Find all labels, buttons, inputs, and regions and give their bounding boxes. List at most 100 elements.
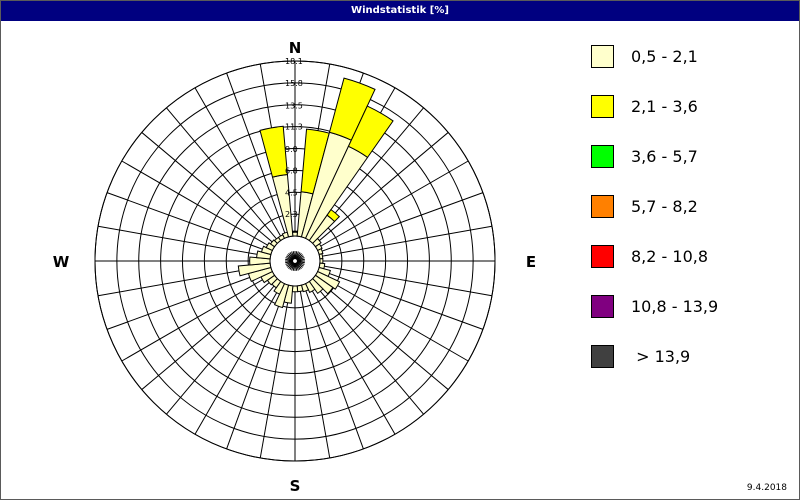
legend-swatch — [591, 95, 614, 118]
wind-sector-bar — [311, 237, 322, 248]
calm-spoke — [285, 258, 294, 262]
legend-swatch — [591, 295, 614, 318]
wind-sector-bar — [319, 258, 324, 264]
date-stamp: 9.4.2018 — [746, 483, 787, 493]
legend-swatch — [591, 195, 614, 218]
wind-sector-bar — [269, 239, 279, 248]
grid-spoke — [226, 72, 287, 238]
grid-spoke — [106, 192, 272, 253]
calm-spoke — [294, 251, 298, 260]
grid-spoke — [316, 273, 469, 362]
calm-spoke — [285, 257, 294, 261]
wind-sector-bar — [316, 248, 324, 256]
wind-sector-bar — [273, 282, 290, 309]
radius-tick-label: 4.5 — [285, 188, 298, 197]
wind-sector-bar — [259, 125, 288, 178]
calm-spoke — [296, 261, 303, 268]
grid-spoke — [166, 279, 280, 415]
wind-sector-bar — [300, 282, 310, 293]
grid-spoke — [97, 225, 271, 258]
wind-sector-bar — [260, 245, 274, 256]
wind-sector-bar — [314, 270, 341, 290]
wind-sector-bar — [318, 253, 324, 260]
grid-spoke — [319, 225, 493, 258]
calm-spoke — [294, 262, 298, 271]
calm-spoke — [289, 262, 295, 270]
grid-spoke — [121, 160, 274, 249]
wind-sector-bar — [265, 242, 276, 252]
calm-spoke — [292, 251, 296, 260]
grid-spoke — [316, 160, 469, 249]
window-title: Windstatistik [%] — [1, 1, 799, 21]
wind-sector-bar — [347, 105, 394, 159]
calm-spoke — [292, 262, 296, 271]
grid-spoke — [141, 276, 277, 390]
calm-spoke — [295, 252, 301, 260]
calm-spoke — [288, 253, 295, 260]
calm-spoke — [295, 251, 299, 260]
grid-spoke — [298, 285, 331, 459]
legend-label: 8,2 - 10,8 — [631, 247, 709, 266]
wind-sector-bar — [328, 77, 376, 141]
wind-sector-bar — [237, 262, 272, 277]
calm-spoke — [287, 254, 294, 261]
radius-tick-label: 9.0 — [285, 145, 298, 154]
radius-tick-label: 13.5 — [285, 101, 303, 110]
wind-rose: 2.3 4.5 6.8 9.0 11.3 13.5 15.8 18.1N E S W — [53, 39, 536, 495]
legend-label: 10,8 - 13,9 — [631, 297, 719, 316]
calm-spoke — [295, 253, 302, 260]
wind-sector-bar — [311, 274, 334, 295]
grid-spoke — [307, 282, 396, 435]
direction-label-w: W — [53, 253, 70, 271]
grid-spoke — [226, 284, 287, 450]
legend-label: 5,7 - 8,2 — [631, 197, 698, 216]
calm-spoke — [285, 260, 294, 264]
radius-tick-label: 15.8 — [285, 79, 303, 88]
calm-spoke — [295, 262, 302, 269]
calm-spoke — [296, 255, 304, 261]
calm-spoke — [295, 262, 299, 271]
grid-spoke — [141, 132, 277, 246]
calm-spoke — [287, 261, 294, 268]
wind-sector-bar — [308, 277, 324, 295]
legend-swatch — [591, 345, 614, 368]
calm-spoke — [296, 261, 304, 267]
direction-label-s: S — [290, 477, 301, 495]
legend-label: 2,1 - 3,6 — [631, 97, 698, 116]
calm-spoke — [296, 258, 305, 262]
calm-spoke — [286, 255, 294, 261]
legend-label: 3,6 - 5,7 — [631, 147, 698, 166]
radius-tick-label: 2.3 — [285, 210, 298, 219]
grid-spoke — [318, 269, 484, 330]
calm-spoke — [286, 261, 294, 267]
legend-swatch — [591, 245, 614, 268]
wind-sector-bar — [291, 230, 299, 233]
grid-spoke — [121, 273, 274, 362]
calm-spoke — [288, 262, 295, 269]
wind-sector-bar — [273, 280, 286, 295]
calm-spoke — [295, 262, 301, 270]
calm-spoke — [289, 252, 295, 260]
grid-spoke — [106, 269, 272, 330]
calm-spoke — [296, 260, 305, 264]
grid-spoke — [303, 284, 364, 450]
grid-spoke — [313, 132, 449, 246]
legend-swatch — [591, 145, 614, 168]
wind-sector-bar — [326, 208, 341, 223]
calm-spoke — [296, 257, 305, 261]
legend-label: 0,5 - 2,1 — [631, 47, 698, 66]
grid-spoke — [166, 107, 280, 243]
grid-spoke — [319, 264, 493, 297]
grid-spoke — [194, 282, 283, 435]
radius-tick-label: 18.1 — [285, 57, 303, 66]
calm-spoke — [291, 251, 295, 260]
legend-swatch — [591, 45, 614, 68]
legend-label: > 13,9 — [631, 347, 691, 366]
grid-spoke — [194, 87, 283, 240]
grid-spoke — [313, 276, 449, 390]
grid-spoke — [310, 279, 424, 415]
grid-spoke — [318, 192, 484, 253]
wind-sector-bar — [304, 280, 316, 294]
calm-spoke — [291, 262, 295, 271]
